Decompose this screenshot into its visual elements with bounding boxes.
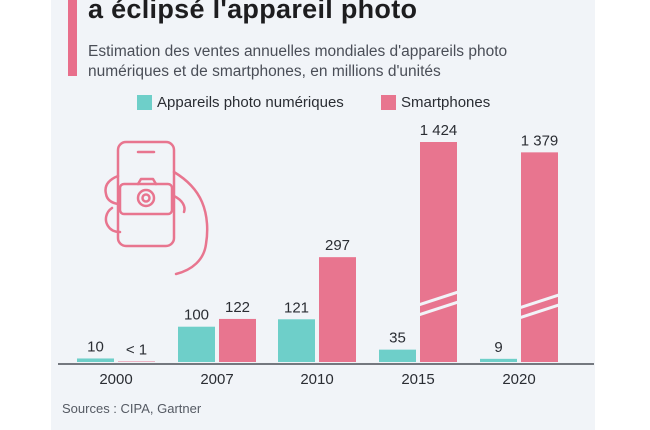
legend-label-cameras: Appareils photo numériques [157,94,344,111]
source-note: Sources : CIPA, Gartner [62,401,202,416]
camera-lens [136,188,156,208]
x-tick-label-2000: 2000 [99,371,132,388]
value-label-smartphones-2000: < 1 [126,342,147,359]
value-label-cameras-2015: 35 [389,330,406,347]
bar-cameras-2015 [379,349,416,362]
value-label-cameras-2020: 9 [494,339,502,356]
labels-layer: 10 < 1 2000 100 122 2007 121 297 2010 35 1 424 2015… [87,122,558,388]
bar-smartphones-2020 [521,152,558,362]
title-accent-bar [68,0,77,76]
axis-break-mark [514,301,565,321]
value-label-smartphones-2007: 122 [225,299,250,316]
bar-cameras-2020 [480,358,517,362]
legend-swatch-cameras [137,95,152,110]
hand-outline [104,170,209,276]
legend-label-smartphones: Smartphones [401,94,491,111]
bar-smartphones-2007 [219,318,256,362]
axis-break-mark [514,291,565,311]
x-tick-label-2007: 2007 [200,371,233,388]
bar-cameras-2010 [278,319,315,362]
value-label-smartphones-2010: 297 [325,237,350,254]
value-label-cameras-2007: 100 [184,307,209,324]
legend-item-cameras: Appareils photo numériques [137,94,344,111]
x-tick-label-2010: 2010 [300,371,333,388]
hand-holding-phone-camera-icon [104,140,209,276]
value-label-smartphones-2020: 1 379 [521,132,559,149]
value-label-smartphones-2015: 1 424 [420,122,458,139]
bar-smartphones-2010 [319,257,356,362]
legend-swatch-smartphones [381,95,396,110]
phone-outline [116,140,176,248]
legend-item-smartphones: Smartphones [381,94,490,111]
chart-title: a éclipsé l'appareil photo [88,0,418,24]
bar-cameras-2000 [77,358,114,362]
camera-top [136,177,158,186]
x-tick-label-2020: 2020 [502,371,535,388]
axis-break-mark [413,288,464,308]
value-label-cameras-2010: 121 [284,299,309,316]
x-tick-label-2015: 2015 [401,371,434,388]
camera-lens-inner [141,193,151,203]
chart-subtitle: Estimation des ventes annuelles mondiale… [88,43,508,80]
axis-break-mark [413,298,464,318]
value-label-cameras-2000: 10 [87,338,104,355]
bar-cameras-2007 [178,326,215,362]
bar-smartphones-2015 [420,142,457,362]
bars-layer [77,142,565,362]
bar-smartphones-2000 [118,361,155,362]
legend: Appareils photo numériques Smartphones [0,94,650,112]
camera-body [118,182,174,216]
